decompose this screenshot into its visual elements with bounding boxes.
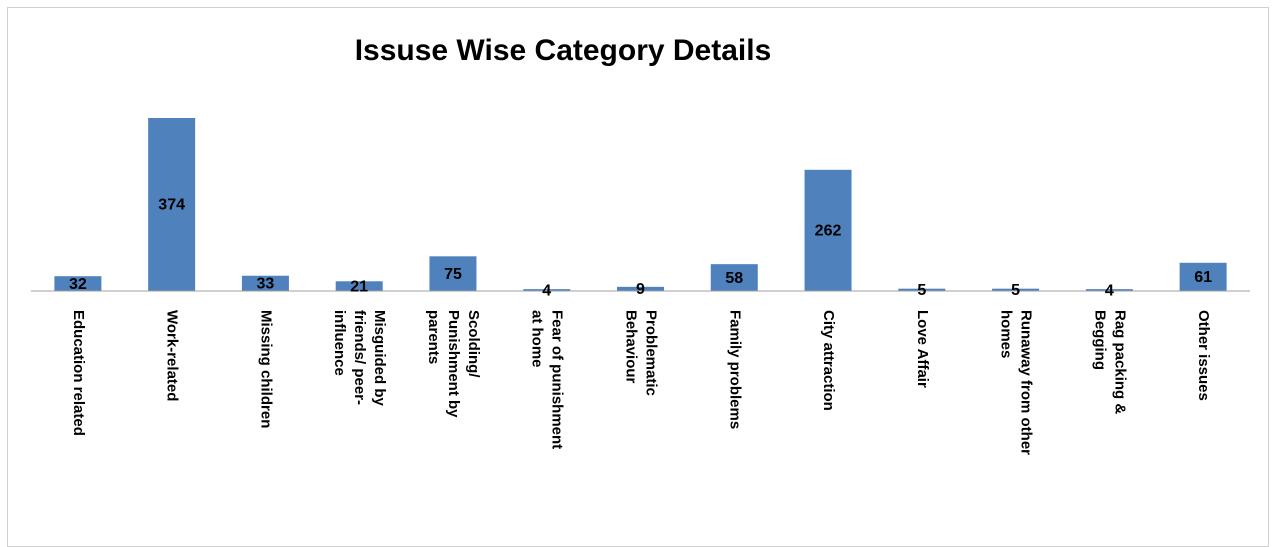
x-tick-label: Missing children <box>257 310 275 429</box>
x-tick-label: Love Affair <box>913 310 931 388</box>
bar <box>617 286 664 291</box>
data-label: 33 <box>257 276 275 293</box>
x-tick-label: Fear of punishment at home <box>528 310 566 450</box>
x-tick-label: Rag packing & Begging <box>1091 310 1129 415</box>
data-label: 374 <box>158 197 185 214</box>
x-tick-label: Education related <box>69 310 87 436</box>
bar <box>804 169 852 291</box>
x-tick-label: Family problems <box>726 310 744 430</box>
data-label: 21 <box>350 278 368 295</box>
bar <box>710 264 758 291</box>
x-tick-label: Work-related <box>163 310 181 402</box>
bar <box>1085 289 1133 291</box>
bar <box>148 118 196 291</box>
bar <box>335 281 383 291</box>
bar <box>1179 262 1227 291</box>
x-tick-label: City attraction <box>820 310 838 411</box>
x-tick-label: Runaway from other homes <box>997 310 1035 456</box>
bar <box>54 276 102 291</box>
bar <box>992 288 1040 291</box>
x-tick-label: Misguided by friends/ peer- influence <box>331 310 389 406</box>
data-label: 75 <box>444 266 462 283</box>
data-label: 5 <box>1011 282 1020 299</box>
x-tick-label: Scolding/ Punishment by parents <box>424 310 482 418</box>
bar <box>429 256 477 291</box>
bar <box>523 289 571 291</box>
data-label: 58 <box>725 270 743 287</box>
data-label: 262 <box>815 223 842 240</box>
bar <box>241 275 289 291</box>
data-label: 61 <box>1194 269 1212 286</box>
data-label: 4 <box>542 282 551 299</box>
data-label: 4 <box>1105 282 1114 299</box>
chart-title: Issuse Wise Category Details <box>355 34 772 67</box>
x-tick-label: Problematic Behaviour <box>622 310 660 396</box>
data-label: 5 <box>917 282 926 299</box>
data-label: 9 <box>636 281 645 298</box>
data-label: 32 <box>69 276 87 293</box>
bar <box>898 288 946 291</box>
x-tick-label: Other issues <box>1195 310 1213 401</box>
